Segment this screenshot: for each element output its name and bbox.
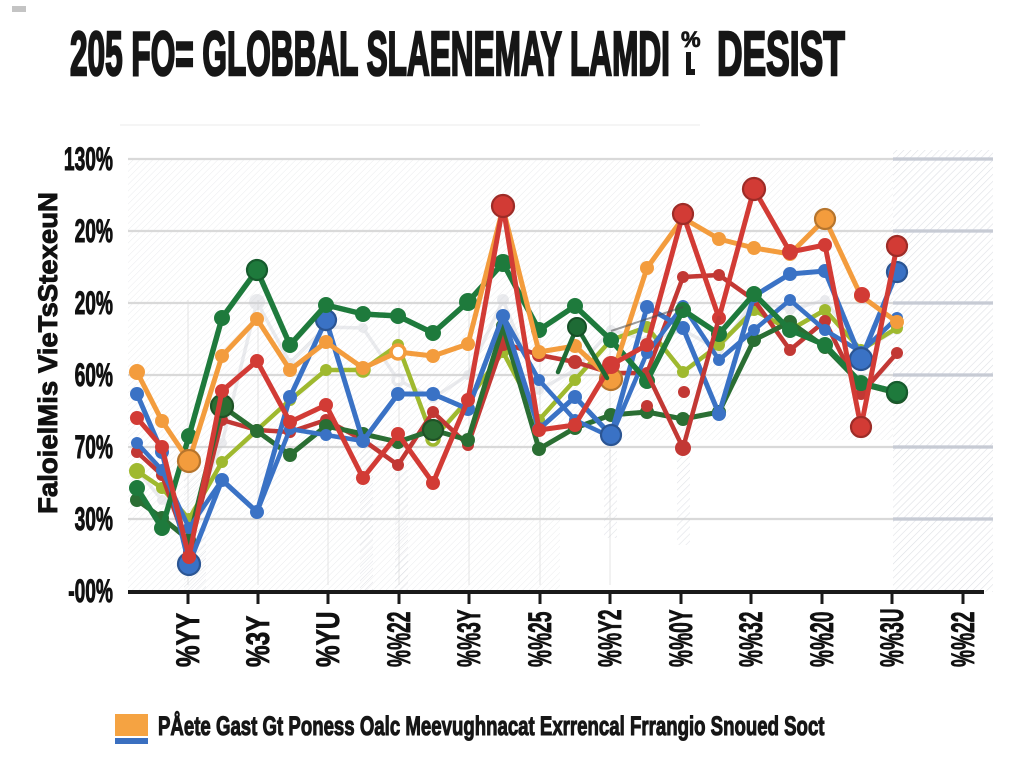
svg-text:%: %: [681, 27, 701, 52]
svg-text:60%: 60%: [75, 357, 113, 393]
svg-text:%YY: %YY: [171, 613, 207, 667]
svg-text:%%22: %%22: [381, 612, 417, 667]
svg-text:FaloielMis VieTsStexeuN: FaloielMis VieTsStexeuN: [32, 192, 63, 514]
svg-text:205 FO= GLOBBAL SLAENEMAY LAMD: 205 FO= GLOBBAL SLAENEMAY LAMDI: [70, 20, 670, 89]
svg-text:%%20: %%20: [804, 612, 840, 667]
svg-text:%%22: %%22: [945, 612, 981, 667]
svg-text:30%: 30%: [75, 501, 113, 537]
svg-text:70%: 70%: [75, 429, 113, 465]
svg-text:%YU: %YU: [311, 612, 347, 667]
svg-text:%%25: %%25: [522, 612, 558, 667]
svg-text:DESIST: DESIST: [717, 19, 845, 89]
svg-text:-00%: -00%: [68, 573, 113, 609]
svg-text:PÅete Gast Gt Poness Oalc Meev: PÅete Gast Gt Poness Oalc Meevughnacat E…: [158, 709, 825, 740]
svg-text:%%0Y: %%0Y: [663, 609, 699, 667]
svg-text:%%32: %%32: [733, 612, 769, 667]
svg-text:130%: 130%: [64, 141, 113, 177]
svg-text:%3Y: %3Y: [241, 616, 277, 667]
svg-text:%%3U: %%3U: [874, 608, 910, 667]
svg-text:%%3Y: %%3Y: [451, 609, 487, 667]
svg-text:20%: 20%: [75, 213, 113, 249]
svg-text:20%: 20%: [75, 285, 113, 321]
svg-text:%%Y2: %%Y2: [592, 609, 628, 667]
